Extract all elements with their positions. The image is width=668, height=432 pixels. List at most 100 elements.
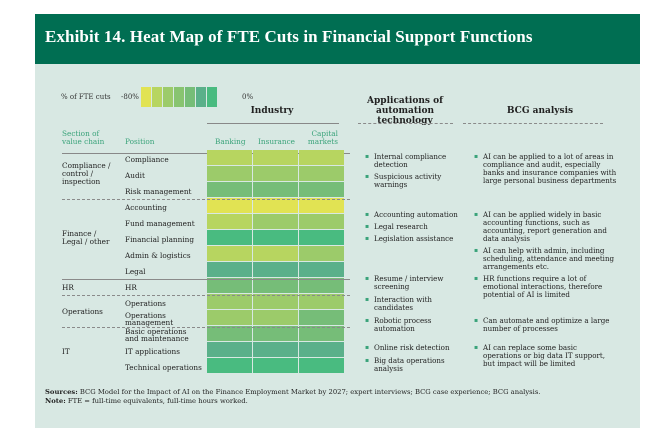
heatmap-cell	[299, 214, 344, 229]
heatmap-cell	[299, 246, 344, 261]
section-separator	[62, 295, 350, 296]
heatmap-cell	[253, 182, 298, 197]
exhibit-header: Exhibit 14. Heat Map of FTE Cuts in Fina…	[35, 14, 640, 64]
heatmap-cell	[253, 150, 298, 165]
heatmap-cell	[253, 262, 298, 277]
heatmap-cell	[207, 182, 252, 197]
legend-swatch	[152, 87, 162, 107]
application-item: Accounting automation	[365, 211, 458, 220]
applications-heading: Applications of automation technology	[367, 96, 443, 126]
section-separator	[62, 327, 350, 328]
section-compliance: Compliance / control / inspection	[62, 161, 111, 186]
heatmap-cell	[207, 262, 252, 277]
position-label: Operations	[125, 299, 166, 308]
position-label: Technical operations	[125, 363, 202, 372]
heatmap-cell	[207, 358, 252, 373]
analysis-item: Can automate and optimize a largenumber …	[474, 317, 610, 333]
heatmap-cell	[299, 278, 344, 293]
bcg-heading: BCG analysis	[506, 106, 574, 116]
heatmap-cell	[253, 214, 298, 229]
heatmap-cell	[253, 198, 298, 213]
insurance-header: Insurance	[258, 137, 295, 146]
analysis-item: AI can be applied to a lot of areas inco…	[474, 153, 616, 185]
capital-markets-header: Capital markets	[307, 129, 338, 146]
bcg-rule	[463, 123, 603, 124]
legend-swatch	[174, 87, 184, 107]
heatmap-cell	[253, 310, 298, 325]
position-label: HR	[125, 283, 137, 292]
note-line: Note: FTE = full-time equivalents, full-…	[45, 397, 248, 405]
legend-swatch	[163, 87, 173, 107]
application-item: Legislation assistance	[365, 235, 453, 244]
heatmap-cell	[207, 294, 252, 309]
application-item: Legal research	[365, 223, 428, 232]
heatmap-cell	[253, 246, 298, 261]
industry-heading: Industry	[250, 106, 294, 116]
heatmap-cell	[299, 166, 344, 181]
section-header: Section of value chain	[62, 129, 105, 146]
heatmap-cell	[253, 326, 298, 341]
heatmap-cell	[299, 358, 344, 373]
legend-swatch	[185, 87, 195, 107]
section-it: IT	[62, 347, 70, 356]
heatmap-cell	[207, 246, 252, 261]
position-header: Position	[125, 137, 155, 146]
exhibit-title: Exhibit 14. Heat Map of FTE Cuts in Fina…	[45, 27, 533, 46]
position-label: Risk management	[125, 187, 192, 196]
heatmap-cell	[299, 310, 344, 325]
heatmap-cell	[207, 342, 252, 357]
heatmap-cell	[207, 230, 252, 245]
heatmap-cell	[299, 230, 344, 245]
heatmap-cell	[253, 294, 298, 309]
legend-swatch	[196, 87, 206, 107]
position-label: Audit	[125, 171, 145, 180]
applications-rule	[358, 123, 453, 124]
heatmap-cell	[253, 230, 298, 245]
heatmap-cell	[253, 278, 298, 293]
heatmap-cell	[299, 150, 344, 165]
heatmap-cell	[207, 326, 252, 341]
position-label: Accounting	[125, 203, 167, 212]
heatmap-cell	[253, 342, 298, 357]
header-rule	[62, 153, 350, 154]
heatmap-cell	[207, 150, 252, 165]
exhibit-panel: Exhibit 14. Heat Map of FTE Cuts in Fina…	[35, 14, 640, 428]
position-label: Financial planning	[125, 235, 195, 244]
position-label: Fund management	[125, 219, 195, 228]
heatmap-cell	[207, 166, 252, 181]
industry-rule	[207, 123, 339, 124]
position-label: Operations management	[125, 311, 174, 327]
analysis-item: AI can be applied widely in basicaccount…	[474, 211, 607, 243]
position-label: Compliance	[125, 155, 169, 164]
heatmap-cell	[299, 342, 344, 357]
heatmap-cell	[207, 278, 252, 293]
legend-swatch	[207, 87, 217, 107]
heatmap-cell	[299, 198, 344, 213]
footnote: Sources: BCG Model for the Impact of AI …	[45, 388, 540, 406]
banking-header: Banking	[215, 137, 246, 146]
section-separator	[62, 199, 350, 200]
section-operations: Operations	[62, 307, 103, 316]
position-label: IT applications	[125, 347, 180, 356]
position-label: Basic operations and maintenance	[125, 327, 189, 343]
legend-swatch	[141, 87, 151, 107]
heatmap-cell	[299, 182, 344, 197]
section-hr: HR	[62, 283, 74, 292]
analysis-item: AI can help with admin, includingschedul…	[474, 247, 614, 271]
application-item: Online risk detection	[365, 344, 449, 353]
section-separator	[62, 279, 350, 280]
heatmap-cell	[299, 294, 344, 309]
heatmap-cell	[299, 262, 344, 277]
position-label: Admin & logistics	[125, 251, 191, 260]
heatmap-cell	[207, 310, 252, 325]
legend-low: -80%	[121, 93, 139, 101]
heatmap-cell	[253, 166, 298, 181]
